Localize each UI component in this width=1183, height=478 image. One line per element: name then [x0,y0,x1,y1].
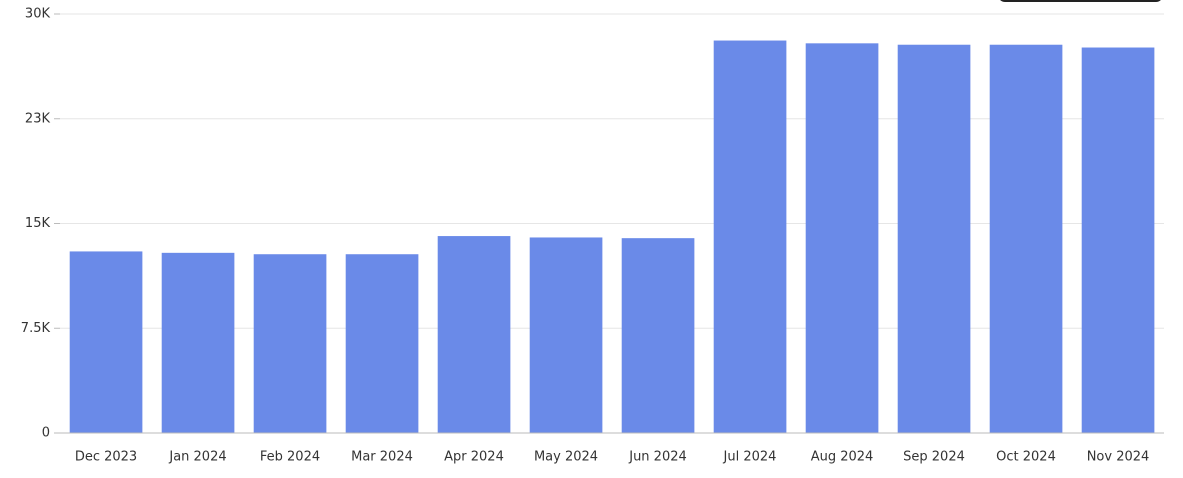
x-tick-label: Sep 2024 [903,450,965,465]
bar [805,43,879,434]
y-tick-label: 23K [25,111,51,126]
bar [1081,47,1155,434]
y-tick-label: 0 [42,426,50,441]
y-tick-label: 30K [25,7,51,22]
y-tick-label: 7.5K [21,321,51,336]
x-tick-label: Aug 2024 [811,450,874,465]
x-tick-label: May 2024 [534,450,598,465]
bar [437,236,511,433]
x-tick-label: Dec 2023 [75,450,137,465]
bar [713,40,787,433]
x-tick-label: Mar 2024 [351,450,413,465]
bar [161,252,235,433]
bar [345,254,419,433]
y-tick-label: 15K [25,216,51,231]
x-tick-label: Oct 2024 [996,450,1056,465]
menu-button[interactable] [998,0,1163,2]
x-tick-label: Feb 2024 [260,450,320,465]
bar [529,237,603,433]
x-tick-label: Apr 2024 [444,450,504,465]
x-tick-label: Jun 2024 [628,450,687,465]
x-tick-label: Jan 2024 [168,450,226,465]
bar [897,44,971,434]
x-tick-label: Jul 2024 [723,450,777,465]
bar [989,44,1063,434]
bar [253,254,327,433]
bar [621,238,695,433]
bar [69,251,143,433]
x-tick-label: Nov 2024 [1087,450,1150,465]
